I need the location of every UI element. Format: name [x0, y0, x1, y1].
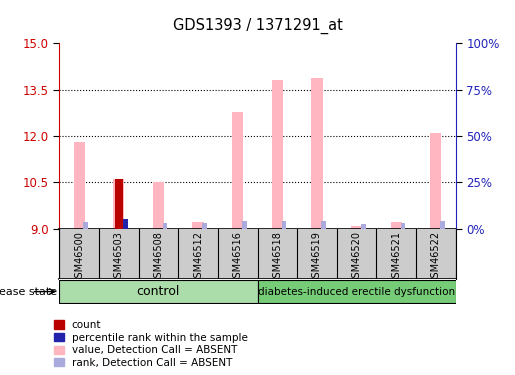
Bar: [193, 222, 203, 229]
Text: GSM46503: GSM46503: [114, 231, 124, 284]
Bar: [74, 141, 84, 229]
Text: GSM46508: GSM46508: [153, 231, 163, 284]
Bar: [272, 80, 283, 229]
Text: GSM46522: GSM46522: [431, 231, 441, 284]
Bar: [153, 182, 164, 229]
Bar: [401, 223, 405, 229]
Bar: [83, 222, 88, 229]
Bar: [59, 280, 258, 303]
Bar: [282, 221, 286, 229]
Text: GSM46521: GSM46521: [391, 231, 401, 284]
Text: GSM46520: GSM46520: [352, 231, 362, 284]
Text: diabetes-induced erectile dysfunction: diabetes-induced erectile dysfunction: [258, 286, 455, 297]
Bar: [361, 224, 366, 229]
Text: GSM46512: GSM46512: [193, 231, 203, 284]
Bar: [351, 226, 362, 229]
Bar: [312, 78, 322, 229]
Text: GSM46500: GSM46500: [74, 231, 84, 284]
Bar: [258, 280, 456, 303]
Bar: [123, 220, 128, 229]
Bar: [163, 223, 167, 229]
Text: disease state: disease state: [0, 286, 57, 297]
Bar: [123, 219, 128, 229]
Bar: [440, 221, 445, 229]
Bar: [242, 221, 247, 229]
Bar: [431, 133, 441, 229]
Legend: count, percentile rank within the sample, value, Detection Call = ABSENT, rank, : count, percentile rank within the sample…: [54, 320, 248, 368]
Text: GSM46518: GSM46518: [272, 231, 282, 284]
Text: GSM46519: GSM46519: [312, 231, 322, 284]
Text: control: control: [136, 285, 180, 298]
Bar: [321, 221, 326, 229]
Bar: [202, 223, 207, 229]
Bar: [391, 222, 402, 229]
Text: GSM46516: GSM46516: [233, 231, 243, 284]
Bar: [115, 178, 123, 229]
Text: GDS1393 / 1371291_at: GDS1393 / 1371291_at: [173, 18, 342, 34]
Bar: [232, 112, 243, 229]
Bar: [113, 178, 124, 229]
